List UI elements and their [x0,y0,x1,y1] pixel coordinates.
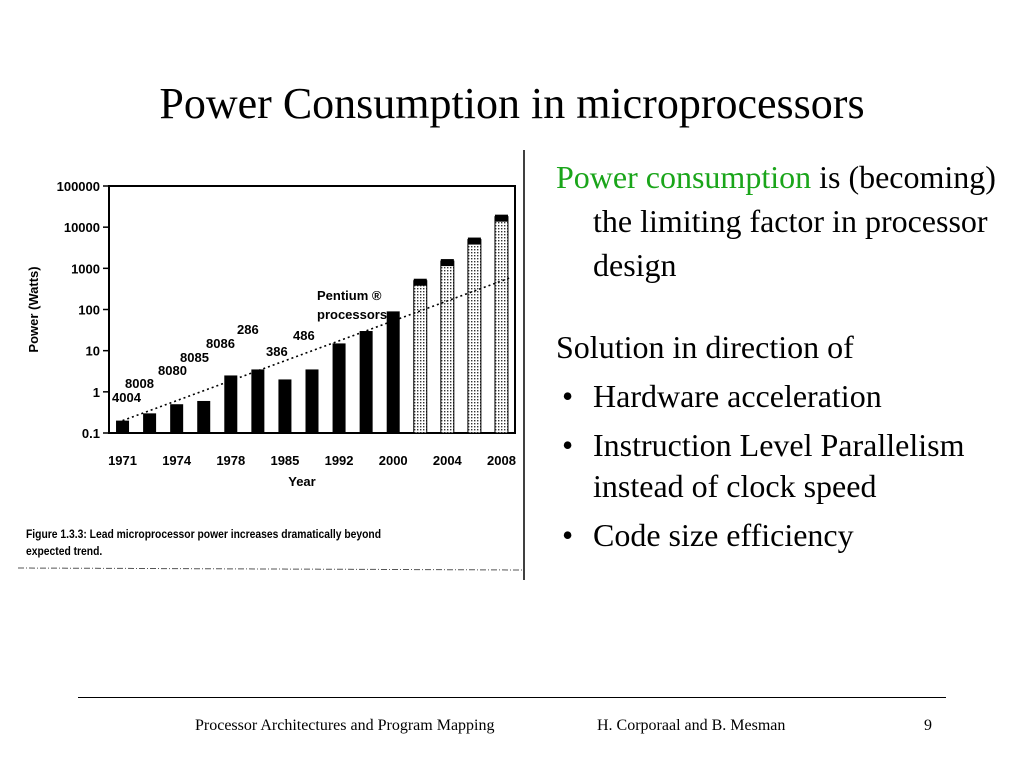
x-tick-label: 1971 [108,453,137,468]
footer-authors: H. Corporaal and B. Mesman [597,717,786,734]
bar [305,369,319,433]
bullet-icon: • [562,427,574,463]
bar [170,404,184,433]
footer-course: Processor Architectures and Program Mapp… [195,717,495,734]
processor-label: 8085 [180,350,209,365]
bar [386,311,400,433]
bar [278,379,292,433]
x-tick-label: 1992 [325,453,354,468]
page-number: 9 [924,717,932,734]
trend-line [122,276,512,422]
bullet-text: Instruction Level Parallelism instead of… [593,427,965,504]
bar [413,280,428,434]
processor-label: 4004 [112,390,142,405]
processor-label: 8086 [206,336,235,351]
x-tick-label: 1985 [270,453,299,468]
text-column: Power consumption is (becoming) the limi… [556,155,1011,564]
bullet-text: Hardware acceleration [593,378,882,414]
processor-label: 486 [293,328,315,343]
pentium-annotation-line: processors [317,307,387,322]
limiting-factor-text: is (becoming) the limiting factor in pro… [593,159,996,283]
x-tick-label: 1978 [216,453,245,468]
bar-cap [413,278,427,286]
y-tick-label: 10000 [64,220,100,235]
bar [116,420,130,433]
processor-label: 286 [237,322,259,337]
limiting-factor-paragraph: Power consumption is (becoming) the limi… [556,155,1011,287]
bullet-icon: • [562,517,574,553]
bar [143,413,157,433]
bar [359,331,373,433]
y-tick-label: 10 [86,344,100,359]
y-tick-label: 100 [78,303,100,318]
bullet-item: • Hardware acceleration [556,376,1011,417]
solution-heading: Solution in direction of [556,329,854,365]
power-consumption-highlight: Power consumption [556,159,812,195]
y-tick-label: 1000 [71,261,100,276]
x-axis-title: Year [288,474,315,489]
y-tick-label: 1 [93,385,100,400]
bar [224,375,238,433]
solution-bullets: • Hardware acceleration • Instruction Leve… [556,376,1011,556]
x-tick-label: 1974 [162,453,192,468]
power-figure: 100000 10000 1000 100 10 1 0.1 Power (Watts) 400… [18,150,528,580]
pentium-annotation-line: Pentium ® [317,288,382,303]
figure-bottom-edge [18,567,524,571]
x-tick-label: 2004 [433,453,463,468]
bullet-text: Code size efficiency [593,517,854,553]
bullet-item: • Code size efficiency [556,515,1011,556]
bar [251,369,265,433]
bullet-icon: • [562,378,574,414]
processor-label: 8008 [125,376,154,391]
y-axis-title: Power (Watts) [26,266,41,352]
power-chart: 100000 10000 1000 100 10 1 0.1 Power (Watts) 400… [18,150,525,580]
slide-title: Power Consumption in microprocessors [159,79,865,128]
figure-caption: Figure 1.3.3: Lead microprocessor power … [26,527,382,558]
bar [440,260,455,434]
processor-label: 386 [266,344,288,359]
bar [494,216,509,434]
x-tick-label: 2000 [379,453,408,468]
y-tick-label: 100000 [57,179,100,194]
bar [332,343,346,433]
bullet-item: • Instruction Level Parallelism instead o… [556,425,1011,507]
bar-cap [440,259,454,267]
bar [467,239,482,434]
footer-divider [78,697,946,698]
processor-label: 8080 [158,363,187,378]
x-tick-label: 2008 [487,453,516,468]
y-tick-label: 0.1 [82,426,100,441]
bar-cap [467,237,481,245]
bar-cap [494,214,508,222]
bar [197,400,211,433]
